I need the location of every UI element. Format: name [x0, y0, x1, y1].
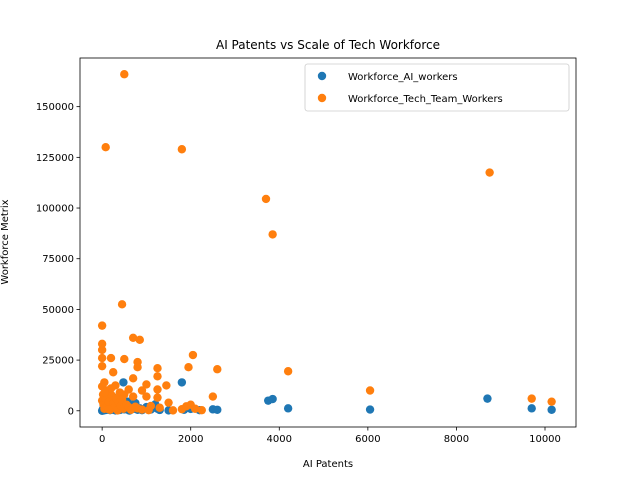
x-tick-label: 8000 [444, 434, 469, 445]
data-point [98, 321, 106, 329]
data-point [547, 406, 555, 414]
legend-label: Workforce_Tech_Team_Workers [348, 94, 503, 105]
y-tick-label: 25000 [42, 356, 74, 367]
x-tick-label: 6000 [355, 434, 380, 445]
data-point [268, 395, 276, 403]
x-tick-label: 4000 [267, 434, 292, 445]
legend-label: Workforce_AI_workers [348, 72, 458, 83]
x-axis-label: AI Patents [303, 459, 353, 470]
data-point [485, 168, 493, 176]
data-point [268, 230, 276, 238]
data-point [125, 385, 133, 393]
data-point [164, 398, 172, 406]
data-point [178, 145, 186, 153]
y-tick-label: 150000 [36, 102, 74, 113]
data-point [262, 195, 270, 203]
legend-marker [318, 94, 326, 102]
data-point [547, 397, 555, 405]
data-point [182, 402, 190, 410]
data-point [142, 380, 150, 388]
data-point [142, 392, 150, 400]
data-point [111, 381, 119, 389]
data-point [107, 354, 115, 362]
y-tick-label: 125000 [36, 153, 74, 164]
data-point [101, 388, 109, 396]
data-point [98, 346, 106, 354]
data-point [153, 385, 161, 393]
data-point [284, 367, 292, 375]
data-point [136, 336, 144, 344]
data-point [483, 394, 491, 402]
data-point [528, 394, 536, 402]
x-tick-label: 0 [99, 434, 105, 445]
data-point [366, 386, 374, 394]
data-point [189, 351, 197, 359]
data-point [129, 392, 137, 400]
data-point [120, 70, 128, 78]
y-tick-label: 100000 [36, 204, 74, 215]
y-tick-label: 50000 [42, 305, 74, 316]
data-point [198, 406, 206, 414]
chart-title: AI Patents vs Scale of Tech Workforce [216, 38, 440, 52]
data-point [156, 404, 164, 412]
data-point [153, 393, 161, 401]
x-tick-label: 10000 [529, 434, 561, 445]
y-axis-label: Workforce Metrix [0, 199, 11, 284]
data-point [153, 372, 161, 380]
data-point [101, 143, 109, 151]
data-point [169, 406, 177, 414]
data-point [109, 368, 117, 376]
data-point [118, 300, 126, 308]
data-point [178, 378, 186, 386]
data-point [98, 354, 106, 362]
data-point [119, 378, 127, 386]
data-point [104, 405, 112, 413]
legend: Workforce_AI_workers Workforce_Tech_Team_… [305, 64, 569, 111]
data-point [284, 404, 292, 412]
data-point [133, 363, 141, 371]
y-tick-label: 75000 [42, 254, 74, 265]
data-point [213, 365, 221, 373]
data-point [147, 402, 155, 410]
data-point [366, 405, 374, 413]
y-tick-label: 0 [68, 406, 74, 417]
data-point [129, 374, 137, 382]
data-point [153, 364, 161, 372]
x-tick-label: 2000 [178, 434, 203, 445]
data-point [528, 404, 536, 412]
legend-marker [318, 72, 326, 80]
data-point [98, 362, 106, 370]
data-point [213, 406, 221, 414]
data-point [209, 392, 217, 400]
data-point [120, 355, 128, 363]
data-point [162, 381, 170, 389]
data-point [184, 363, 192, 371]
